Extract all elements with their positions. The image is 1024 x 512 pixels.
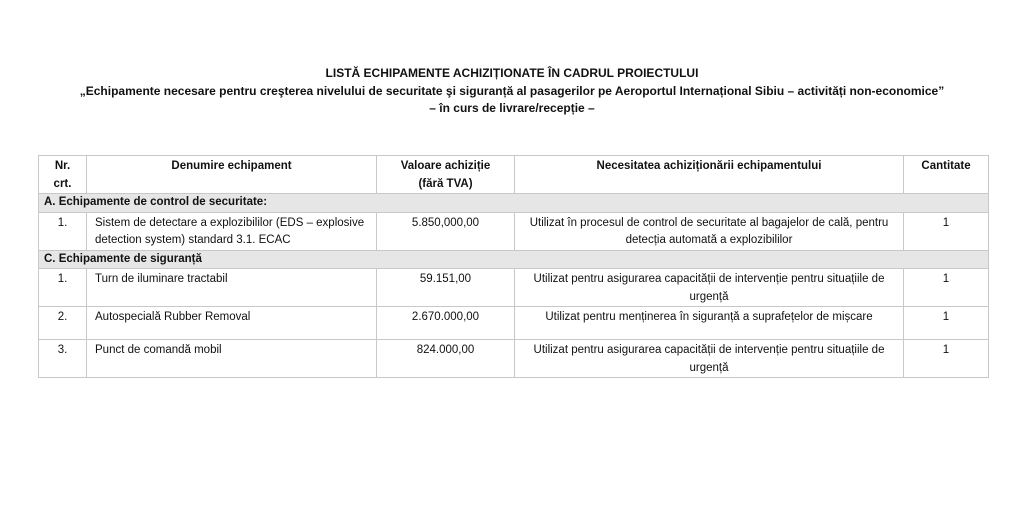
section-label: C. Echipamente de siguranță: [38, 249, 989, 269]
cell-value: 824.000,00: [376, 339, 515, 378]
table-row: 1. Turn de iluminare tractabil 59.151,00…: [38, 268, 989, 307]
cell-nr: 2.: [38, 306, 87, 340]
section-row: C. Echipamente de siguranță: [38, 249, 989, 269]
title-line-3: – în curs de livrare/recepție –: [429, 101, 595, 115]
title-line-1: LISTĂ ECHIPAMENTE ACHIZIȚIONATE ÎN CADRU…: [325, 66, 699, 80]
header-qty: Cantitate: [903, 155, 989, 194]
cell-name: Turn de iluminare tractabil: [86, 268, 377, 307]
cell-nr: 1.: [38, 211, 87, 251]
cell-name: Punct de comandă mobil: [86, 339, 377, 378]
cell-qty: 1: [903, 339, 989, 378]
header-need: Necesitatea achiziționării echipamentulu…: [514, 155, 904, 194]
document-title: LISTĂ ECHIPAMENTE ACHIZIȚIONATE ÎN CADRU…: [0, 65, 1024, 118]
title-line-2: „Echipamente necesare pentru creşterea n…: [79, 83, 945, 98]
header-value: Valoare achiziție (fără TVA): [376, 155, 515, 194]
section-label: A. Echipamente de control de securitate:: [38, 193, 989, 213]
cell-name: Sistem de detectare a explozibililor (ED…: [86, 211, 377, 251]
cell-need: Utilizat pentru asigurarea capacității d…: [514, 339, 904, 378]
cell-value: 2.670.000,00: [376, 306, 515, 340]
cell-qty: 1: [903, 306, 989, 340]
table-row: 3. Punct de comandă mobil 824.000,00 Uti…: [38, 339, 989, 378]
cell-need: Utilizat pentru menținerea în siguranță …: [514, 306, 904, 340]
cell-qty: 1: [903, 211, 989, 251]
table-row: 1. Sistem de detectare a explozibililor …: [38, 211, 989, 251]
header-name: Denumire echipament: [86, 155, 377, 194]
cell-need: Utilizat pentru asigurarea capacității d…: [514, 268, 904, 307]
table-row: 2. Autospecială Rubber Removal 2.670.000…: [38, 306, 989, 340]
section-row: A. Echipamente de control de securitate:: [38, 193, 989, 213]
cell-value: 5.850,000,00: [376, 211, 515, 251]
cell-qty: 1: [903, 268, 989, 307]
header-nr: Nr. crt.: [38, 155, 87, 194]
equipment-table: Nr. crt. Denumire echipament Valoare ach…: [38, 155, 989, 378]
cell-need: Utilizat în procesul de control de secur…: [514, 211, 904, 251]
cell-name: Autospecială Rubber Removal: [86, 306, 377, 340]
table-header-row: Nr. crt. Denumire echipament Valoare ach…: [38, 155, 989, 194]
cell-value: 59.151,00: [376, 268, 515, 307]
cell-nr: 1.: [38, 268, 87, 307]
cell-nr: 3.: [38, 339, 87, 378]
